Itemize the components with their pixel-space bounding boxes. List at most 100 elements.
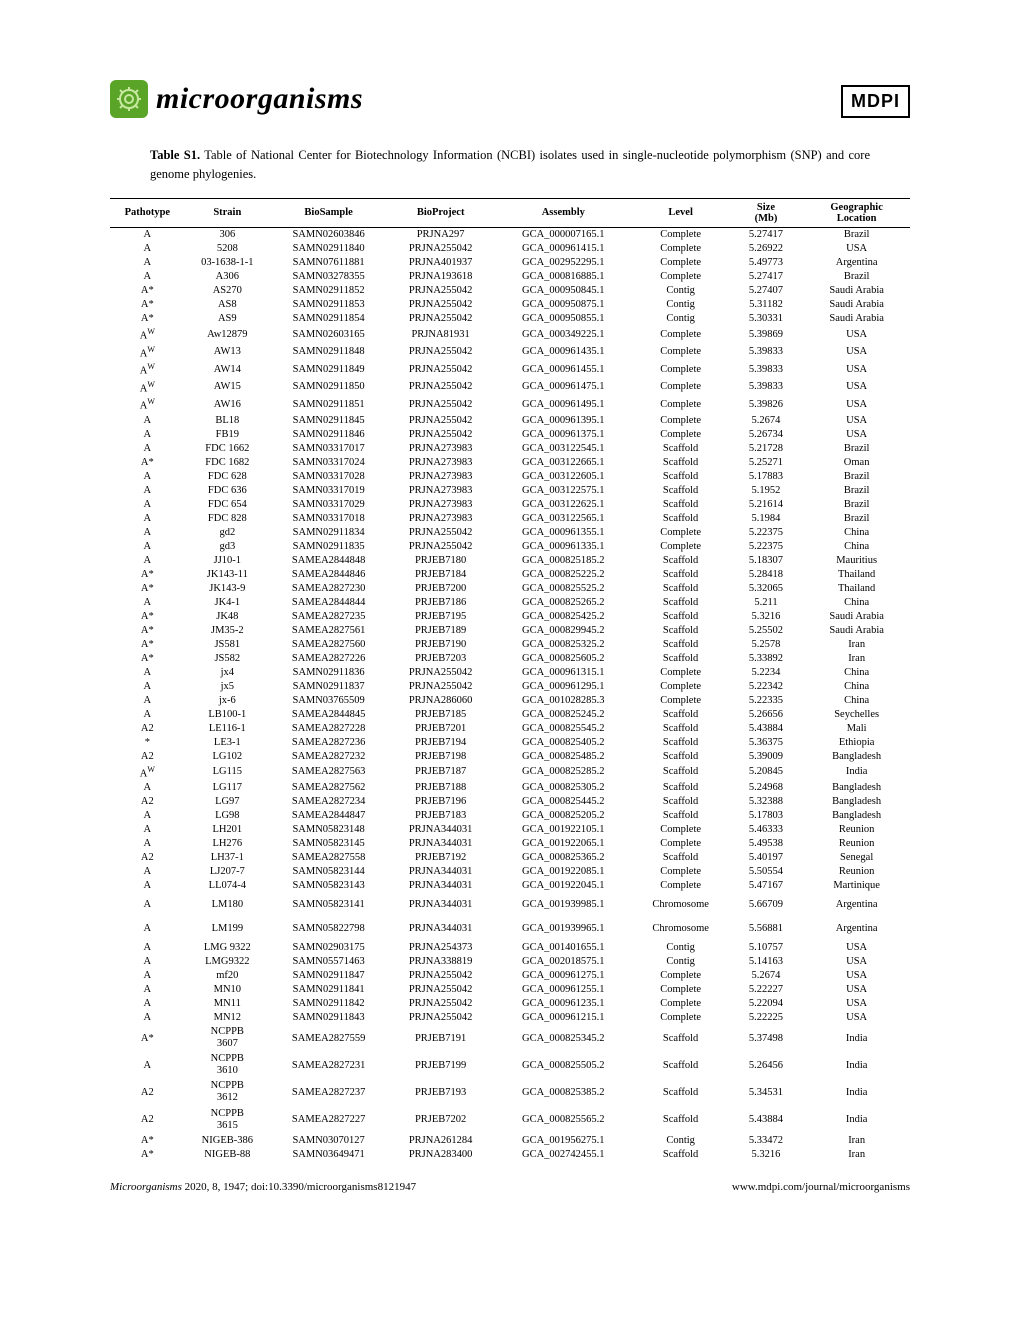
table-cell: MN10 (185, 983, 270, 997)
table-cell: 5.22375 (729, 539, 804, 553)
table-cell: GCA_000825565.2 (494, 1106, 633, 1133)
table-cell: 5.36375 (729, 735, 804, 749)
table-cell: A2 (110, 1079, 185, 1106)
table-cell: USA (803, 983, 910, 997)
table-row: AMN12SAMN02911843PRJNA255042GCA_00096121… (110, 1011, 910, 1025)
table-cell: SAMN05823144 (270, 865, 387, 879)
table-cell: PRJNA286060 (387, 693, 494, 707)
table-cell: 5.31182 (729, 298, 804, 312)
table-cell: BL18 (185, 413, 270, 427)
table-cell: GCA_000825505.2 (494, 1052, 633, 1079)
table-cell: 5.2578 (729, 637, 804, 651)
column-header: BioSample (270, 198, 387, 227)
table-row: AFDC 628SAMN03317028PRJNA273983GCA_00312… (110, 469, 910, 483)
table-cell: GCA_000950875.1 (494, 298, 633, 312)
table-cell: PRJNA255042 (387, 665, 494, 679)
table-row: ALL074-4SAMN05823143PRJNA344031GCA_00192… (110, 879, 910, 893)
table-cell: SAMN02911852 (270, 284, 387, 298)
table-cell: LJ207-7 (185, 865, 270, 879)
table-row: *LE3-1SAMEA2827236PRJEB7194GCA_000825405… (110, 735, 910, 749)
table-cell: 5.10757 (729, 941, 804, 955)
table-cell: GCA_001956275.1 (494, 1133, 633, 1147)
table-cell: PRJNA255042 (387, 396, 494, 414)
table-row: ALJ207-7SAMN05823144PRJNA344031GCA_00192… (110, 865, 910, 879)
table-cell: GCA_001922085.1 (494, 865, 633, 879)
table-cell: AW (110, 361, 185, 379)
table-cell: SAMN05823148 (270, 823, 387, 837)
table-cell: PRJNA338819 (387, 955, 494, 969)
table-cell: SAMN03317029 (270, 497, 387, 511)
table-cell: JJ10-1 (185, 553, 270, 567)
table-cell: PRJEB7192 (387, 851, 494, 865)
table-cell: jx4 (185, 665, 270, 679)
table-row: A2LG102SAMEA2827232PRJEB7198GCA_00082548… (110, 749, 910, 763)
table-cell: FDC 1662 (185, 441, 270, 455)
table-cell: 5.37498 (729, 1025, 804, 1052)
table-cell: SAMEA2827558 (270, 851, 387, 865)
table-cell: 5.66709 (729, 893, 804, 917)
table-row: A03-1638-1-1SAMN07611881PRJNA401937GCA_0… (110, 256, 910, 270)
table-row: A2LE116-1SAMEA2827228PRJEB7201GCA_000825… (110, 721, 910, 735)
table-cell: GCA_001401655.1 (494, 941, 633, 955)
table-cell: Bangladesh (803, 781, 910, 795)
table-cell: 5.26922 (729, 242, 804, 256)
table-cell: AW (110, 396, 185, 414)
table-cell: Iran (803, 637, 910, 651)
table-cell: NIGEB-88 (185, 1147, 270, 1161)
table-row: A*JK48SAMEA2827235PRJEB7195GCA_000825425… (110, 609, 910, 623)
table-row: ALMG9322SAMN05571463PRJNA338819GCA_00201… (110, 955, 910, 969)
table-cell: 5.50554 (729, 865, 804, 879)
table-row: A*AS9SAMN02911854PRJNA255042GCA_00095085… (110, 312, 910, 326)
table-cell: SAMN03317028 (270, 469, 387, 483)
table-cell: Complete (633, 361, 729, 379)
table-cell: GCA_001922045.1 (494, 879, 633, 893)
table-row: AFDC 828SAMN03317018PRJNA273983GCA_00312… (110, 511, 910, 525)
table-cell: SAMEA2844848 (270, 553, 387, 567)
table-cell: 5.27417 (729, 270, 804, 284)
table-cell: LH37-1 (185, 851, 270, 865)
table-cell: SAMN02603846 (270, 227, 387, 242)
table-cell: PRJEB7201 (387, 721, 494, 735)
table-cell: jx5 (185, 679, 270, 693)
table-cell: Scaffold (633, 441, 729, 455)
table-cell: 5.22225 (729, 1011, 804, 1025)
table-row: ALH201SAMN05823148PRJNA344031GCA_0019221… (110, 823, 910, 837)
table-cell: A (110, 483, 185, 497)
table-cell: A2 (110, 795, 185, 809)
table-cell: 5.40197 (729, 851, 804, 865)
table-cell: Scaffold (633, 1079, 729, 1106)
table-cell: PRJEB7203 (387, 651, 494, 665)
table-cell: 5.21728 (729, 441, 804, 455)
table-cell: Complete (633, 969, 729, 983)
table-cell: USA (803, 427, 910, 441)
table-cell: Complete (633, 693, 729, 707)
table-cell: SAMN05823145 (270, 837, 387, 851)
table-cell: PRJEB7194 (387, 735, 494, 749)
footer-right: www.mdpi.com/journal/microorganisms (732, 1181, 910, 1193)
table-cell: FDC 654 (185, 497, 270, 511)
isolates-table: PathotypeStrainBioSampleBioProjectAssemb… (110, 198, 910, 1162)
table-cell: GCA_003122625.1 (494, 497, 633, 511)
table-cell: GCA_000825185.2 (494, 553, 633, 567)
table-cell: PRJEB7198 (387, 749, 494, 763)
table-cell: 5.22335 (729, 693, 804, 707)
table-cell: NCPPB3610 (185, 1052, 270, 1079)
gear-icon (110, 80, 148, 118)
table-cell: GCA_000961495.1 (494, 396, 633, 414)
table-cell: USA (803, 326, 910, 344)
table-cell: PRJEB7185 (387, 707, 494, 721)
table-cell: SAMN02911848 (270, 343, 387, 361)
table-row: ALG117SAMEA2827562PRJEB7188GCA_000825305… (110, 781, 910, 795)
table-cell: Saudi Arabia (803, 298, 910, 312)
table-cell: A (110, 525, 185, 539)
table-cell: SAMN02911845 (270, 413, 387, 427)
table-cell: SAMEA2827562 (270, 781, 387, 795)
table-cell: PRJEB7190 (387, 637, 494, 651)
table-cell: Complete (633, 679, 729, 693)
table-cell: LG117 (185, 781, 270, 795)
table-cell: PRJEB7202 (387, 1106, 494, 1133)
table-cell: Complete (633, 983, 729, 997)
table-cell: mf20 (185, 969, 270, 983)
table-cell: GCA_000825345.2 (494, 1025, 633, 1052)
table-cell: FDC 628 (185, 469, 270, 483)
